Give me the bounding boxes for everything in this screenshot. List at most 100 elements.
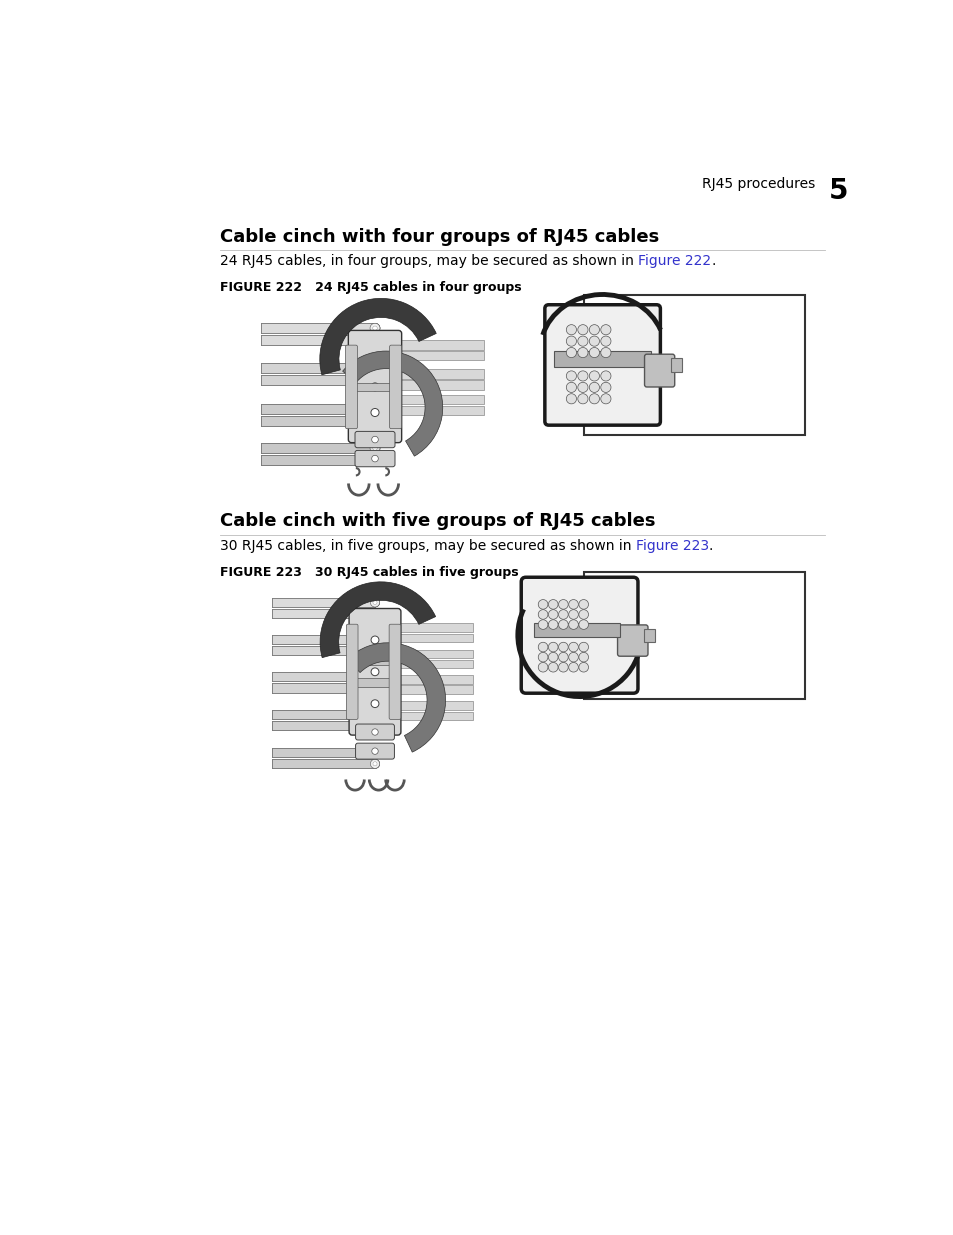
Circle shape (370, 416, 379, 426)
Circle shape (370, 443, 379, 453)
Circle shape (373, 762, 376, 766)
Circle shape (370, 721, 379, 730)
Circle shape (370, 375, 379, 385)
Circle shape (370, 609, 379, 619)
Circle shape (373, 446, 376, 451)
Bar (272, 672, 375, 682)
Circle shape (370, 324, 379, 333)
Circle shape (578, 620, 588, 630)
Circle shape (371, 636, 378, 643)
Circle shape (373, 724, 376, 727)
Bar (272, 609, 375, 619)
Circle shape (373, 338, 376, 342)
Circle shape (589, 370, 598, 382)
Circle shape (373, 674, 376, 679)
Bar (395, 340, 483, 350)
Circle shape (373, 724, 376, 727)
Circle shape (578, 662, 588, 672)
Circle shape (370, 760, 379, 768)
Bar (355, 657, 395, 666)
Circle shape (370, 336, 379, 346)
Bar (272, 710, 375, 719)
Circle shape (371, 409, 378, 416)
Bar (395, 369, 483, 379)
Circle shape (372, 436, 378, 443)
Bar (534, 624, 619, 637)
Bar (260, 363, 375, 373)
Circle shape (600, 347, 610, 358)
Circle shape (566, 347, 576, 358)
Circle shape (373, 762, 376, 766)
Circle shape (600, 325, 610, 335)
Text: 30 RJ45 cables, in five groups, may be secured as shown in: 30 RJ45 cables, in five groups, may be s… (220, 538, 636, 552)
Circle shape (372, 748, 377, 755)
Circle shape (589, 325, 598, 335)
Circle shape (578, 383, 587, 393)
Circle shape (589, 383, 598, 393)
Circle shape (568, 642, 578, 652)
Circle shape (370, 672, 379, 682)
FancyBboxPatch shape (544, 305, 659, 425)
Circle shape (370, 324, 379, 333)
FancyBboxPatch shape (520, 577, 638, 693)
Circle shape (370, 683, 379, 693)
Circle shape (373, 446, 376, 451)
Circle shape (548, 652, 558, 662)
Circle shape (600, 383, 610, 393)
Bar (395, 676, 473, 684)
Circle shape (373, 648, 376, 652)
Circle shape (373, 406, 376, 411)
Circle shape (370, 456, 379, 466)
Circle shape (373, 366, 376, 370)
Circle shape (373, 378, 376, 382)
Bar (395, 624, 473, 632)
Circle shape (370, 375, 379, 385)
Circle shape (373, 366, 376, 370)
Circle shape (370, 363, 379, 373)
Circle shape (568, 620, 578, 630)
Circle shape (373, 751, 376, 755)
Circle shape (370, 710, 379, 719)
Bar (260, 443, 375, 453)
Bar (260, 375, 375, 385)
Circle shape (373, 406, 376, 411)
Circle shape (578, 347, 587, 358)
Bar (272, 635, 375, 643)
Bar (272, 598, 375, 608)
Circle shape (537, 610, 547, 619)
Circle shape (566, 383, 576, 393)
Circle shape (373, 751, 376, 755)
Circle shape (371, 383, 378, 391)
Bar (260, 336, 375, 346)
Circle shape (370, 363, 379, 373)
Bar (260, 456, 375, 466)
Bar (272, 646, 375, 655)
Bar (395, 406, 483, 415)
Circle shape (373, 713, 376, 716)
Bar (395, 701, 473, 710)
FancyBboxPatch shape (346, 624, 357, 719)
Bar (272, 748, 375, 757)
FancyBboxPatch shape (348, 331, 401, 442)
Circle shape (373, 762, 376, 766)
Circle shape (589, 347, 598, 358)
Circle shape (370, 672, 379, 682)
Circle shape (370, 760, 379, 768)
Circle shape (558, 652, 568, 662)
Bar (260, 404, 375, 414)
Circle shape (373, 419, 376, 422)
Bar (272, 721, 375, 730)
Circle shape (370, 710, 379, 719)
Circle shape (373, 648, 376, 652)
Bar (395, 685, 473, 694)
Circle shape (578, 370, 587, 382)
Bar (583, 294, 804, 436)
FancyBboxPatch shape (617, 625, 647, 656)
Circle shape (373, 378, 376, 382)
Bar (272, 646, 375, 655)
Bar (395, 395, 483, 404)
Circle shape (373, 338, 376, 342)
Circle shape (600, 336, 610, 346)
Text: Cable cinch with four groups of RJ45 cables: Cable cinch with four groups of RJ45 cab… (220, 227, 659, 246)
Circle shape (373, 406, 376, 411)
